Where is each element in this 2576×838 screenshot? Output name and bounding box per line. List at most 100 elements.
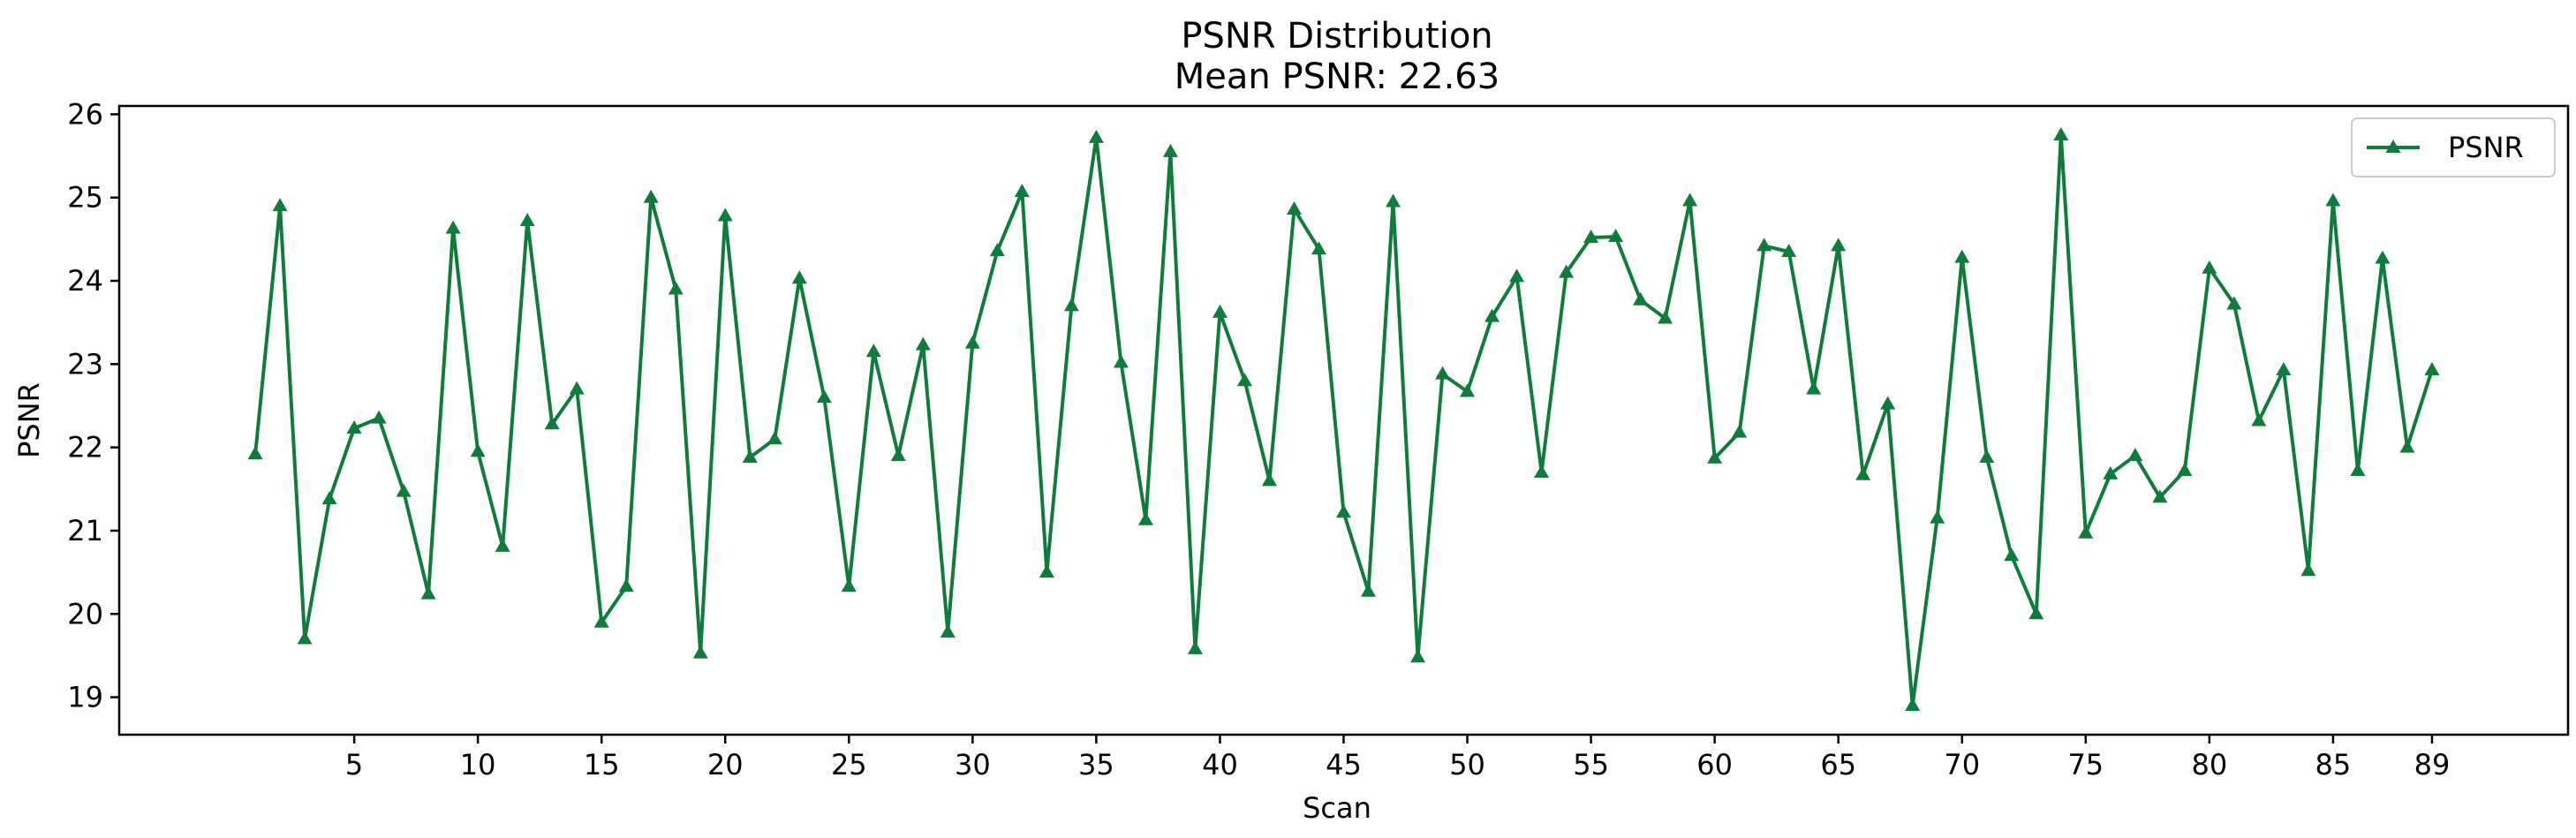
psnr-point-marker bbox=[865, 344, 881, 358]
x-tick-label: 70 bbox=[1944, 748, 1980, 781]
x-axis-label: Scan bbox=[1303, 791, 1371, 825]
y-tick-label: 24 bbox=[67, 264, 103, 298]
y-tick-label: 19 bbox=[67, 681, 103, 714]
psnr-point-marker bbox=[2325, 193, 2341, 207]
legend-label: PSNR bbox=[2448, 131, 2524, 164]
psnr-point-marker bbox=[1707, 449, 1723, 464]
psnr-point-marker bbox=[1361, 583, 1377, 597]
psnr-point-marker bbox=[297, 630, 313, 645]
psnr-point-marker bbox=[1311, 241, 1326, 255]
psnr-point-marker bbox=[1756, 238, 1772, 252]
psnr-point-marker bbox=[2424, 361, 2440, 375]
psnr-point-marker bbox=[2399, 439, 2415, 453]
psnr-point-marker bbox=[1583, 230, 1599, 244]
psnr-point-marker bbox=[420, 585, 436, 600]
psnr-point-marker bbox=[2103, 465, 2119, 479]
psnr-point-marker bbox=[1484, 308, 1500, 322]
psnr-point-marker bbox=[272, 198, 288, 212]
psnr-point-marker bbox=[2127, 448, 2143, 462]
x-tick-label: 30 bbox=[955, 748, 991, 781]
x-tick-label: 45 bbox=[1326, 748, 1362, 781]
psnr-point-marker bbox=[1831, 238, 1847, 252]
psnr-point-marker bbox=[1187, 640, 1203, 654]
psnr-point-marker bbox=[2177, 463, 2193, 477]
y-tick-label: 22 bbox=[67, 431, 103, 464]
psnr-point-marker bbox=[816, 389, 832, 404]
x-tick-label: 75 bbox=[2067, 748, 2104, 781]
y-axis: 19 20 21 22 23 24 25 26 bbox=[67, 97, 119, 714]
psnr-point-marker bbox=[1212, 304, 1228, 318]
psnr-series-line bbox=[253, 133, 2434, 707]
psnr-point-marker bbox=[2226, 296, 2242, 310]
psnr-point-marker bbox=[1855, 466, 1871, 480]
psnr-point-marker bbox=[1930, 510, 1945, 524]
psnr-point-marker bbox=[2053, 127, 2069, 141]
psnr-point-marker bbox=[1162, 143, 1178, 157]
psnr-point-marker bbox=[1979, 449, 1995, 463]
psnr-point-marker bbox=[915, 336, 931, 351]
legend-box bbox=[2351, 117, 2556, 177]
y-tick-label: 25 bbox=[67, 181, 103, 215]
psnr-point-marker bbox=[2004, 547, 2020, 562]
psnr-point-marker bbox=[519, 213, 535, 227]
psnr-point-marker bbox=[1534, 464, 1550, 478]
psnr-point-marker bbox=[1460, 383, 1476, 397]
psnr-point-marker bbox=[1633, 291, 1649, 306]
x-tick-label: 15 bbox=[584, 748, 620, 781]
chart-subtitle: Mean PSNR: 22.63 bbox=[1175, 57, 1500, 97]
psnr-point-marker bbox=[1039, 564, 1054, 578]
psnr-point-marker bbox=[1880, 396, 1896, 410]
x-tick-label: 25 bbox=[831, 748, 867, 781]
psnr-point-marker bbox=[1658, 310, 1673, 324]
psnr-point-marker bbox=[1236, 373, 1252, 387]
psnr-point-marker bbox=[2251, 412, 2267, 427]
psnr-point-marker bbox=[692, 645, 708, 659]
psnr-point-marker bbox=[2078, 525, 2094, 539]
psnr-point-marker bbox=[1608, 229, 1624, 243]
chart-title: PSNR Distribution bbox=[1181, 16, 1492, 57]
x-tick-label: 80 bbox=[2191, 748, 2227, 781]
psnr-point-marker bbox=[321, 491, 337, 505]
psnr-point-marker bbox=[1682, 193, 1698, 207]
psnr-point-marker bbox=[717, 208, 733, 222]
x-tick-label: 5 bbox=[345, 748, 363, 781]
psnr-point-marker bbox=[1905, 697, 1921, 711]
psnr-point-marker bbox=[371, 410, 387, 424]
psnr-point-marker bbox=[2300, 562, 2316, 577]
psnr-point-marker bbox=[791, 270, 807, 284]
y-tick-label: 26 bbox=[67, 97, 103, 131]
psnr-point-marker bbox=[841, 578, 857, 593]
psnr-point-marker bbox=[445, 220, 461, 234]
psnr-point-marker bbox=[1336, 504, 1351, 518]
x-tick-label: 65 bbox=[1820, 748, 1856, 781]
psnr-point-marker bbox=[1113, 354, 1129, 368]
psnr-point-marker bbox=[742, 449, 758, 463]
psnr-point-marker bbox=[643, 189, 659, 203]
psnr-point-marker bbox=[396, 483, 412, 497]
psnr-point-marker bbox=[2276, 361, 2292, 375]
psnr-point-marker bbox=[2202, 260, 2217, 274]
x-tick-label: 10 bbox=[460, 748, 496, 781]
series-layer bbox=[247, 127, 2440, 711]
x-tick-label: 40 bbox=[1202, 748, 1238, 781]
psnr-point-marker bbox=[1137, 511, 1153, 525]
psnr-point-marker bbox=[1509, 268, 1525, 283]
psnr-point-marker bbox=[618, 578, 634, 593]
y-tick-label: 23 bbox=[67, 347, 103, 381]
psnr-point-marker bbox=[1014, 184, 1030, 198]
psnr-point-marker bbox=[247, 446, 263, 460]
psnr-point-marker bbox=[1063, 298, 1079, 312]
psnr-point-marker bbox=[1088, 129, 1104, 143]
x-tick-label: 50 bbox=[1449, 748, 1485, 781]
psnr-point-marker bbox=[593, 614, 609, 628]
psnr-point-marker bbox=[940, 624, 956, 638]
psnr-point-marker bbox=[1732, 424, 1748, 438]
legend: PSNR bbox=[2351, 117, 2556, 177]
plot-area-frame bbox=[117, 104, 2570, 736]
psnr-point-marker bbox=[2028, 606, 2044, 620]
psnr-point-marker bbox=[1410, 649, 1426, 663]
legend-marker bbox=[2385, 140, 2401, 153]
psnr-point-marker bbox=[544, 416, 560, 430]
x-tick-label: 85 bbox=[2315, 748, 2352, 781]
